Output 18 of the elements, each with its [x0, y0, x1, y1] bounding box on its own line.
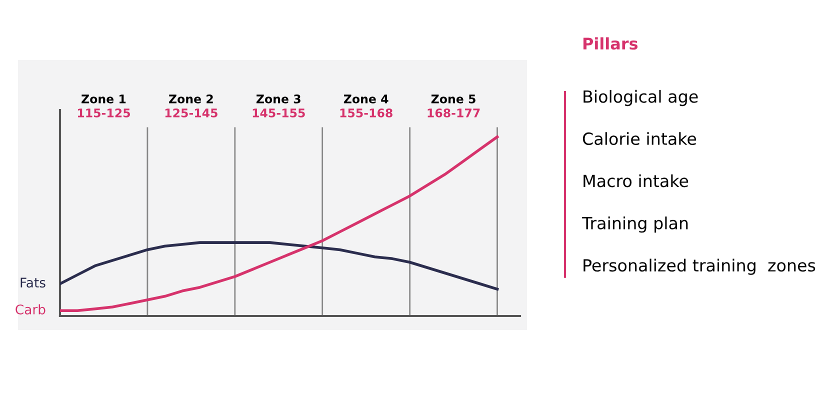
text: Pillars: [583, 37, 638, 50]
text: 125-145: [165, 108, 218, 118]
text: 155-168: [340, 108, 392, 118]
text: Calorie intake: [582, 132, 696, 146]
text: Zone 1: [82, 94, 126, 104]
text: Zone 5: [431, 94, 476, 104]
text: 145-155: [252, 108, 305, 118]
text: Zone 2: [169, 94, 213, 104]
series-label: Carb: [16, 304, 46, 314]
text: 168-177: [428, 108, 480, 118]
text: 115-125: [78, 108, 130, 118]
text: Macro intake: [584, 174, 688, 188]
text: Personalized training zones: [584, 258, 816, 275]
text: Zone 3: [256, 94, 300, 104]
series-label: Fats: [20, 278, 46, 288]
text: Biological age: [584, 90, 698, 106]
text: Training plan: [582, 216, 688, 233]
text: Zone 4: [344, 94, 388, 104]
